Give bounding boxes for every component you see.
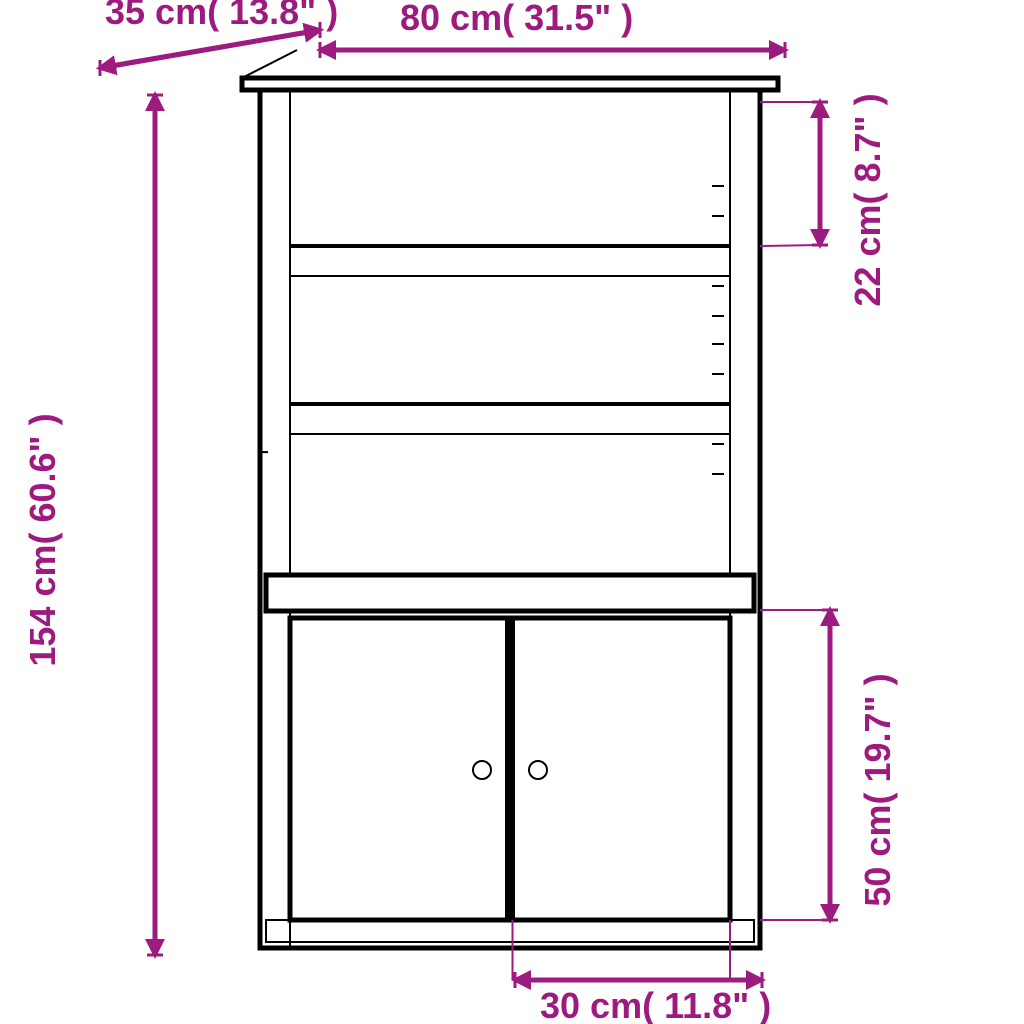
dim-label-door_w: 30 cm( 11.8" ): [540, 985, 771, 1024]
dim-label-width: 80 cm( 31.5" ): [400, 0, 633, 38]
dim-label-height: 154 cm( 60.6" ): [22, 413, 63, 666]
door-right: [513, 618, 731, 920]
dim-label-door_h: 50 cm( 19.7" ): [857, 673, 898, 906]
worktop: [266, 575, 754, 611]
plinth: [266, 920, 754, 942]
knob-left: [473, 761, 491, 779]
diagram-canvas: 35 cm( 13.8" ) 80 cm( 31.5" ) 154 cm( 60.6…: [0, 0, 1024, 1024]
knob-right: [529, 761, 547, 779]
dim-label-depth: 35 cm( 13.8" ): [105, 0, 338, 32]
door-left: [290, 618, 508, 920]
cabinet-top: [242, 78, 778, 90]
dim-label-shelf_h: 22 cm( 8.7" ): [847, 93, 888, 306]
